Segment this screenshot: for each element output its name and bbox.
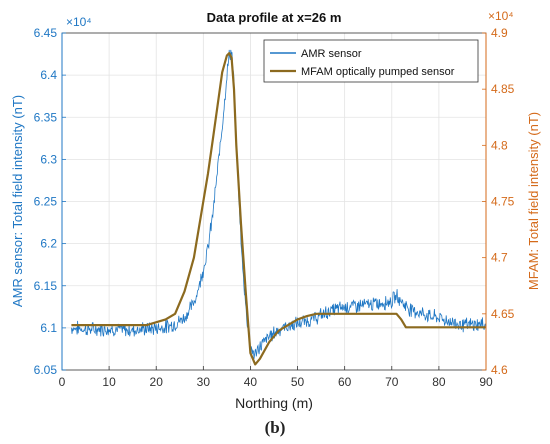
y-right-tick-label: 4.9: [491, 26, 508, 40]
legend-label-mfam: MFAM optically pumped sensor: [301, 66, 455, 78]
figure-caption: (b): [0, 418, 550, 438]
y-left-multiplier: ×10⁴: [66, 15, 92, 29]
chart-title: Data profile at x=26 m: [207, 10, 342, 25]
y-left-tick-label: 6.25: [34, 195, 58, 209]
y-left-tick-label: 6.3: [40, 152, 57, 166]
caption-text: (b): [264, 418, 286, 437]
y-left-tick-label: 6.45: [34, 26, 58, 40]
x-tick-label: 0: [59, 375, 66, 389]
y-right-tick-label: 4.7: [491, 251, 508, 265]
x-axis-label: Northing (m): [235, 395, 313, 411]
series-line-mfam: [71, 52, 486, 366]
y-left-tick-label: 6.2: [40, 237, 57, 251]
series-line-amr: [71, 49, 487, 359]
y-right-tick-label: 4.85: [491, 82, 515, 96]
y-right-tick-label: 4.75: [491, 195, 515, 209]
x-tick-label: 70: [385, 375, 399, 389]
y-right-tick-label: 4.6: [491, 363, 508, 377]
y-left-tick-label: 6.05: [34, 363, 58, 377]
axes: 0 10 20 30 40 50 60 70 80 90 6.05 6.1 6.15 6.2 6.25 6.3…: [34, 26, 515, 389]
legend-box: [263, 39, 479, 83]
legend: AMR sensor MFAM optically pumped sensor: [263, 39, 479, 83]
y-left-tick-label: 6.4: [40, 68, 57, 82]
y-left-tick-label: 6.1: [40, 321, 57, 335]
y-right-tick-label: 4.8: [491, 138, 508, 152]
legend-label-amr: AMR sensor: [301, 48, 362, 60]
y-left-tick-label: 6.15: [34, 279, 58, 293]
x-tick-label: 30: [197, 375, 211, 389]
x-tick-label: 60: [338, 375, 352, 389]
y-left-axis-label: AMR sensor: Total field intensity (nT): [10, 95, 25, 307]
x-tick-label: 80: [432, 375, 446, 389]
x-tick-label: 20: [150, 375, 164, 389]
y-right-axis-label: MFAM: Total field intensity (nT): [526, 112, 541, 290]
y-right-tick-label: 4.65: [491, 307, 515, 321]
series-layer: [71, 49, 487, 366]
x-tick-label: 50: [291, 375, 305, 389]
y-left-tick-label: 6.35: [34, 110, 58, 124]
x-tick-label: 90: [479, 375, 493, 389]
x-tick-label: 40: [244, 375, 258, 389]
x-tick-label: 10: [102, 375, 116, 389]
y-right-multiplier: ×10⁴: [488, 9, 514, 23]
